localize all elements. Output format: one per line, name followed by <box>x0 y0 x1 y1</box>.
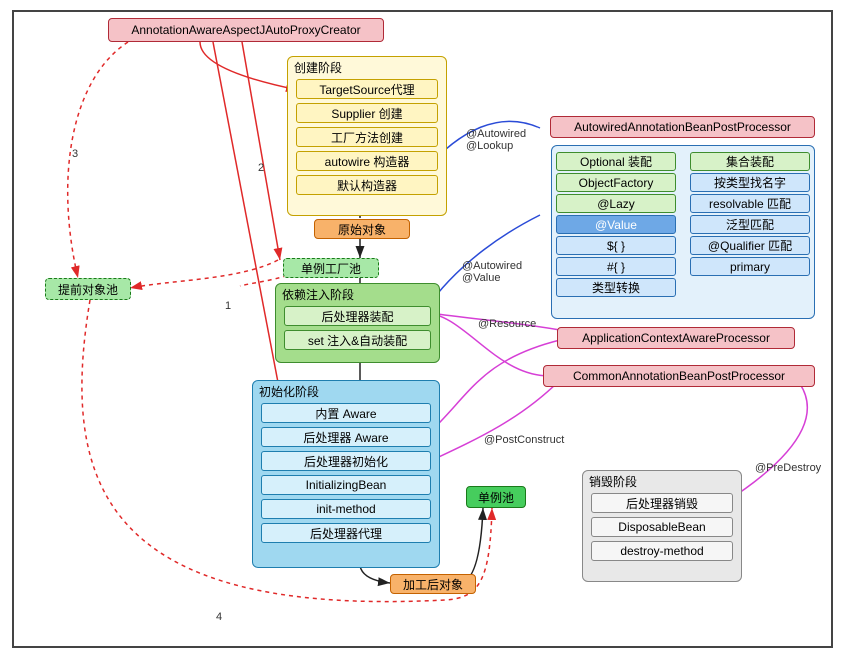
title-annotation-proxy-creator: AnnotationAwareAspectJAutoProxyCreator <box>108 18 384 42</box>
list-item: 工厂方法创建 <box>296 127 438 147</box>
list-item: DisposableBean <box>591 517 733 537</box>
list-item: destroy-method <box>591 541 733 561</box>
list-item: 内置 Aware <box>261 403 431 423</box>
autowired-left-col: Optional 装配 ObjectFactory @Lazy @Value ${ } #… <box>552 150 680 318</box>
list-item: 默认构造器 <box>296 175 438 195</box>
list-item: 后处理器代理 <box>261 523 431 543</box>
phase-create-items: TargetSource代理 Supplier 创建工厂方法创建 autowire … <box>288 79 446 195</box>
list-item: #{ } <box>556 257 676 276</box>
title-label: AnnotationAwareAspectJAutoProxyCreator <box>131 23 360 37</box>
list-item: Optional 装配 <box>556 152 676 171</box>
list-item: 后处理器装配 <box>284 306 431 326</box>
singleton-pool: 单例池 <box>466 486 526 508</box>
original-object: 原始对象 <box>314 219 410 239</box>
cabpp-box: CommonAnnotationBeanPostProcessor <box>543 365 815 387</box>
list-item: autowire 构造器 <box>296 151 438 171</box>
phase-init: 初始化阶段 内置 Aware 后处理器 Aware 后处理器初始化 Initializ… <box>252 380 440 568</box>
phase-di-title: 依赖注入阶段 <box>282 286 354 303</box>
phase-di-items: 后处理器装配 set 注入&自动装配 <box>276 306 439 350</box>
list-item: ObjectFactory <box>556 173 676 192</box>
phase-init-items: 内置 Aware 后处理器 Aware 后处理器初始化 InitializingBea… <box>253 403 439 543</box>
edge-n1: 1 <box>225 300 231 312</box>
list-item: ${ } <box>556 236 676 255</box>
list-item: init-method <box>261 499 431 519</box>
edge-resource: @Resource <box>478 318 536 330</box>
list-item: resolvable 匹配 <box>690 194 810 213</box>
list-item: @Qualifier 匹配 <box>690 236 810 255</box>
processed-object-label: 加工后对象 <box>403 576 463 593</box>
list-item: Supplier 创建 <box>296 103 438 123</box>
edge-n3: 3 <box>72 148 78 160</box>
phase-init-title: 初始化阶段 <box>259 383 319 400</box>
edge-postconstruct: @PostConstruct <box>484 434 564 446</box>
autowired-bpp-label: AutowiredAnnotationBeanPostProcessor <box>574 120 791 134</box>
edge-autowired-value: @Autowired @Value <box>462 260 522 284</box>
singleton-factory-pool-label: 单例工厂池 <box>301 260 361 277</box>
phase-destroy-title: 销毁阶段 <box>589 473 637 490</box>
early-object-pool: 提前对象池 <box>45 278 131 300</box>
acap-label: ApplicationContextAwareProcessor <box>582 331 770 345</box>
acap-box: ApplicationContextAwareProcessor <box>557 327 795 349</box>
original-object-label: 原始对象 <box>338 221 386 238</box>
singleton-pool-label: 单例池 <box>478 489 514 506</box>
phase-create: 创建阶段 TargetSource代理 Supplier 创建工厂方法创建 auto… <box>287 56 447 216</box>
diagram-root: AnnotationAwareAspectJAutoProxyCreator 提… <box>0 0 845 658</box>
list-item: TargetSource代理 <box>296 79 438 99</box>
list-item: set 注入&自动装配 <box>284 330 431 350</box>
edge-n4: 4 <box>216 611 222 623</box>
list-item: @Lazy <box>556 194 676 213</box>
list-item: 泛型匹配 <box>690 215 810 234</box>
processed-object: 加工后对象 <box>390 574 476 594</box>
autowired-details: Optional 装配 ObjectFactory @Lazy @Value ${ } #… <box>551 145 815 319</box>
autowired-bpp: AutowiredAnnotationBeanPostProcessor <box>550 116 815 138</box>
early-object-pool-label: 提前对象池 <box>58 281 118 298</box>
phase-destroy: 销毁阶段 后处理器销毁 DisposableBean destroy-method <box>582 470 742 582</box>
list-item: InitializingBean <box>261 475 431 495</box>
list-item: 后处理器 Aware <box>261 427 431 447</box>
edge-autowired-lookup: @Autowired @Lookup <box>466 128 526 152</box>
list-item: @Value <box>556 215 676 234</box>
list-item: primary <box>690 257 810 276</box>
edge-predestroy: @PreDestroy <box>755 462 821 474</box>
list-item: 按类型找名字 <box>690 173 810 192</box>
edge-n2: 2 <box>258 162 264 174</box>
autowired-right-col: 集合装配按类型找名字 resolvable 匹配泛型匹配 @Qualifier 匹配… <box>686 150 814 318</box>
list-item: 类型转换 <box>556 278 676 297</box>
list-item: 后处理器销毁 <box>591 493 733 513</box>
phase-create-title: 创建阶段 <box>294 59 342 76</box>
phase-di: 依赖注入阶段 后处理器装配 set 注入&自动装配 <box>275 283 440 363</box>
cabpp-label: CommonAnnotationBeanPostProcessor <box>573 369 785 383</box>
singleton-factory-pool: 单例工厂池 <box>283 258 379 278</box>
list-item: 后处理器初始化 <box>261 451 431 471</box>
phase-destroy-items: 后处理器销毁 DisposableBean destroy-method <box>583 493 741 561</box>
list-item: 集合装配 <box>690 152 810 171</box>
